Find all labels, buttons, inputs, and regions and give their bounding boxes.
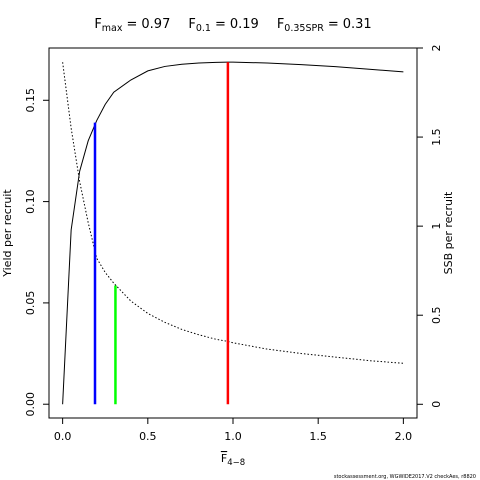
x-tick-label: 2.0 — [395, 430, 413, 443]
y-tick-label: 0.10 — [24, 189, 37, 214]
title-relation: = — [215, 17, 226, 32]
y2-tick-label: 2 — [430, 45, 443, 52]
footer: stockassessment.org, WGWIDE2017.V2 check… — [334, 474, 476, 480]
y2-tick-label: 1 — [430, 223, 443, 230]
y-tick-label: 0.00 — [24, 392, 37, 417]
y-axis-label: Yield per recruit — [1, 189, 14, 278]
x-tick-label: 0.0 — [54, 430, 72, 443]
title-subscript: 0.35SPR — [284, 23, 324, 34]
title-symbol: F — [277, 17, 284, 32]
chart-title: Fmax = 0.97 F0.1 = 0.19 F0.35SPR = 0.31 — [94, 17, 371, 34]
x-axis-label: F4−8 — [221, 452, 245, 468]
y2-axis-label: SSB per recruit — [442, 191, 455, 274]
title-symbol: F — [94, 17, 101, 32]
x-tick-label: 1.5 — [309, 430, 327, 443]
y-tick-label: 0.15 — [24, 88, 37, 113]
plot-frame — [48, 47, 418, 419]
series-line — [62, 61, 404, 405]
title-subscript: 0.1 — [196, 23, 211, 34]
x-tick-label: 0.5 — [139, 430, 157, 443]
title-relation: = — [328, 17, 339, 32]
title-value: 0.97 — [141, 17, 170, 32]
series-line — [62, 62, 404, 364]
y2-tick-label: 0.5 — [430, 306, 443, 324]
title-subscript: max — [102, 23, 123, 34]
title-value: 0.31 — [343, 17, 372, 32]
title-symbol: F — [188, 17, 195, 32]
title-relation: = — [127, 17, 138, 32]
title-value: 0.19 — [230, 17, 259, 32]
y2-tick-label: 1.5 — [430, 128, 443, 146]
x-label-subscript: 4−8 — [227, 458, 245, 468]
y-tick-label: 0.05 — [24, 291, 37, 316]
x-label-symbol: F — [221, 452, 227, 465]
y2-tick-label: 0 — [430, 401, 443, 408]
x-tick-label: 1.0 — [224, 430, 242, 443]
